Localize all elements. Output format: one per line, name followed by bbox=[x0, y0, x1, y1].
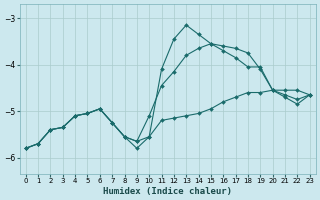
X-axis label: Humidex (Indice chaleur): Humidex (Indice chaleur) bbox=[103, 187, 232, 196]
